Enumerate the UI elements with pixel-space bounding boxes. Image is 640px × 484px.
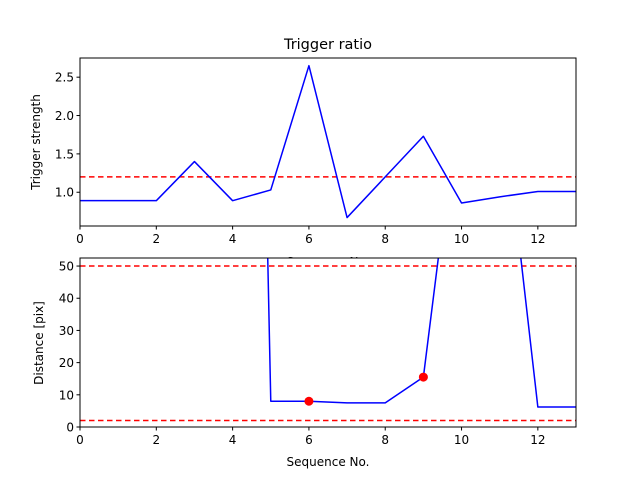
x-tick-label: 2 — [152, 232, 160, 246]
x-tick-label: 0 — [76, 232, 84, 246]
series-line — [80, 64, 576, 219]
x-tick-label: 12 — [530, 433, 545, 447]
x-tick-label: 2 — [152, 433, 160, 447]
axes-frame — [79, 257, 577, 428]
y-tick-label: 30 — [59, 324, 74, 338]
x-ticks: 0 2 4 6 8 10 12 — [76, 427, 545, 447]
y-axis-label: Distance [pix] — [32, 301, 46, 385]
x-tick-label: 10 — [454, 232, 469, 246]
axes-frame — [79, 57, 577, 227]
data-point-marker — [304, 396, 314, 406]
y-tick-label: 10 — [59, 388, 74, 402]
x-tick-label: 4 — [229, 433, 237, 447]
y-tick-label: 2.5 — [55, 71, 74, 85]
plot-area — [80, 258, 576, 422]
y-tick-label: 1.0 — [55, 186, 74, 200]
x-tick-label: 6 — [305, 232, 313, 246]
x-tick-label: 8 — [381, 433, 389, 447]
y-ticks: 1.0 1.5 2.0 2.5 — [55, 71, 80, 200]
x-tick-label: 6 — [305, 433, 313, 447]
x-tick-label: 8 — [381, 232, 389, 246]
y-tick-label: 2.0 — [55, 109, 74, 123]
x-tick-label: 10 — [454, 433, 469, 447]
x-tick-label: 4 — [229, 232, 237, 246]
x-axis-label: Sequence No. — [287, 455, 370, 469]
y-tick-label: 0 — [66, 421, 74, 435]
y-tick-label: 20 — [59, 356, 74, 370]
x-ticks: 0 2 4 6 8 10 12 — [76, 226, 545, 246]
chart-title: Trigger ratio — [283, 37, 372, 53]
bottom-axes-background — [80, 258, 576, 427]
distance-chart: 0 2 4 6 8 10 12 0 10 20 30 40 50 Sequence No. Dista… — [32, 257, 577, 469]
x-tick-label: 0 — [76, 433, 84, 447]
y-tick-label: 1.5 — [55, 147, 74, 161]
y-tick-label: 40 — [59, 292, 74, 306]
series-line — [266, 258, 576, 408]
y-tick-label: 50 — [59, 260, 74, 274]
y-axis-label: Trigger strength — [29, 94, 43, 191]
plot-area — [80, 64, 576, 219]
data-point-marker — [418, 372, 428, 382]
y-ticks: 0 10 20 30 40 50 — [59, 260, 80, 435]
x-tick-label: 12 — [530, 232, 545, 246]
